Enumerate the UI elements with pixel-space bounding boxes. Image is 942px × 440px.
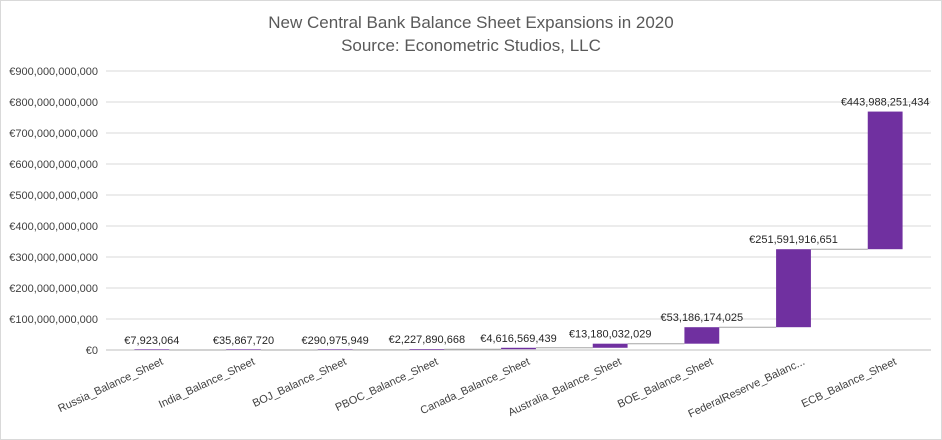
y-tick-label: €500,000,000,000 (9, 190, 98, 202)
data-label: €2,227,890,668 (389, 334, 465, 346)
bar (592, 343, 628, 348)
y-tick-label: €0 (86, 345, 98, 357)
data-label: €251,591,916,651 (749, 234, 838, 246)
y-tick-label: €900,000,000,000 (9, 66, 98, 78)
data-label: €290,975,949 (302, 335, 369, 347)
category-label: Russia_Balance_Sheet (56, 356, 165, 415)
y-tick-label: €800,000,000,000 (9, 97, 98, 109)
bar (226, 349, 261, 350)
data-label: €53,186,174,025 (661, 312, 744, 324)
data-label: €443,988,251,434 (841, 97, 930, 109)
bar (776, 249, 811, 328)
bar (867, 111, 903, 250)
bar (317, 349, 353, 350)
y-tick-label: €600,000,000,000 (9, 159, 98, 171)
category-label: India_Balance_Sheet (157, 356, 257, 411)
bar (409, 349, 445, 350)
y-tick-label: €200,000,000,000 (9, 283, 98, 295)
y-tick-label: €100,000,000,000 (9, 314, 98, 326)
y-tick-label: €700,000,000,000 (9, 128, 98, 140)
category-label: ECB_Balance_Sheet (800, 356, 899, 411)
data-label: €35,867,720 (213, 335, 274, 347)
bar (501, 347, 536, 350)
bar (134, 349, 170, 350)
chart-subtitle: Source: Econometric Studios, LLC (341, 36, 601, 55)
data-label: €7,923,064 (124, 335, 179, 347)
bar (684, 327, 720, 344)
category-label: BOJ_Balance_Sheet (251, 356, 349, 410)
y-tick-label: €400,000,000,000 (9, 221, 98, 233)
chart-title: New Central Bank Balance Sheet Expansion… (268, 13, 673, 32)
y-tick-label: €300,000,000,000 (9, 252, 98, 264)
data-label: €4,616,569,439 (480, 333, 556, 345)
data-label: €13,180,032,029 (569, 329, 652, 341)
